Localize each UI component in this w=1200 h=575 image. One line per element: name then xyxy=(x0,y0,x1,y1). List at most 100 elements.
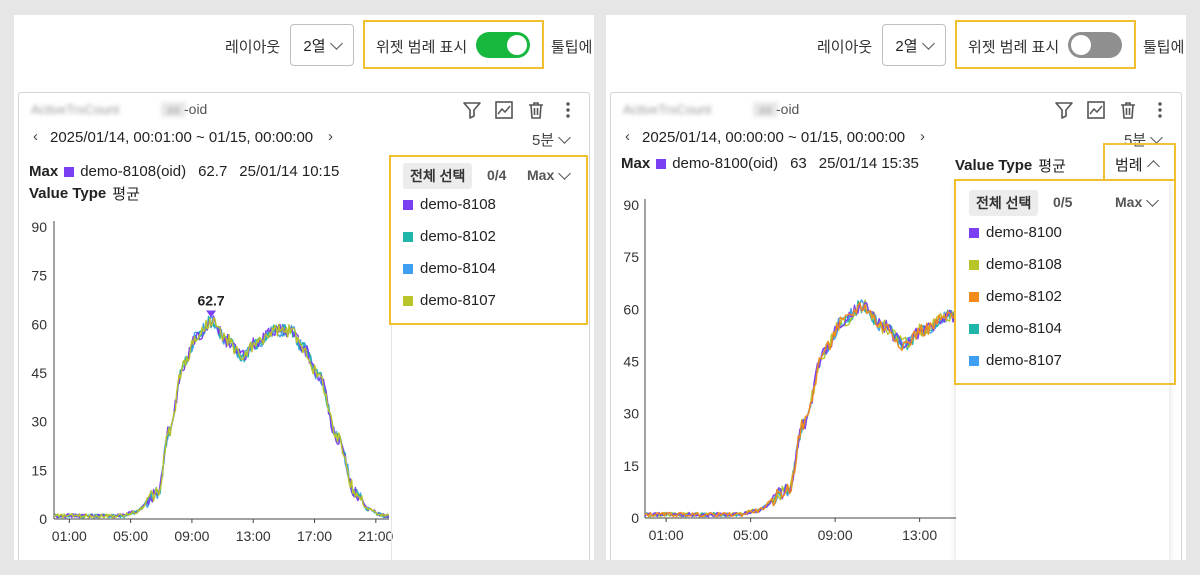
y-tick-label: 75 xyxy=(31,268,47,284)
legend-item-label: demo-8108 xyxy=(986,256,1062,273)
legend-item-demo-8100[interactable]: demo-8100 xyxy=(969,224,1062,241)
legend-button[interactable]: 범례 xyxy=(1115,154,1160,175)
y-tick-label: 30 xyxy=(623,406,639,422)
next-range-button[interactable]: › xyxy=(328,128,333,145)
chevron-down-icon xyxy=(329,36,343,50)
peak-label: 62.7 xyxy=(197,292,224,308)
next-range-button[interactable]: › xyxy=(920,128,925,145)
legend-item-demo-8102[interactable]: demo-8102 xyxy=(403,228,496,245)
chart-view-icon[interactable] xyxy=(493,99,515,121)
legend-item-demo-8102[interactable]: demo-8102 xyxy=(969,288,1062,305)
layout-select-value: 2열 xyxy=(895,37,918,55)
widget-title-oid-mask: xx xyxy=(753,102,778,117)
toolbar: 레이아웃 2열 위젯 범례 표시 툴팁에 xyxy=(14,15,594,77)
x-tick-label: 01:00 xyxy=(649,527,684,543)
select-all-button[interactable]: 전체 선택 xyxy=(969,190,1039,216)
legend-item-demo-8104[interactable]: demo-8104 xyxy=(403,260,496,277)
legend-item-demo-8107[interactable]: demo-8107 xyxy=(403,292,496,309)
more-vertical-icon[interactable] xyxy=(1149,99,1171,121)
layout-select[interactable]: 2열 xyxy=(882,24,946,66)
x-tick-label: 05:00 xyxy=(113,528,148,544)
toggle-knob xyxy=(507,35,527,55)
widget-card: ActiveTrxCount xx -oid ‹ 2025/01/14, 00:… xyxy=(610,92,1182,560)
chart-view-icon[interactable] xyxy=(1085,99,1107,121)
max-label: Max xyxy=(621,155,651,172)
series-color-swatch xyxy=(403,231,413,242)
series-color-swatch xyxy=(969,227,979,238)
series-color-swatch xyxy=(656,158,667,169)
line-chart[interactable]: 90 75 60 45 30 15 0 01:00 05:00 09:00 13:00 xyxy=(611,193,956,560)
y-tick-label: 75 xyxy=(623,249,639,265)
y-tick-label: 60 xyxy=(31,316,47,332)
layout-select[interactable]: 2열 xyxy=(290,24,354,66)
value-type: 평균 xyxy=(1038,158,1066,175)
prev-range-button[interactable]: ‹ xyxy=(33,128,38,145)
legend-item-label: demo-8107 xyxy=(986,352,1062,369)
legend-divider xyxy=(391,169,392,560)
select-all-button[interactable]: 전체 선택 xyxy=(403,163,473,189)
more-vertical-icon[interactable] xyxy=(557,99,579,121)
series-color-swatch xyxy=(969,355,979,366)
chevron-up-icon xyxy=(1146,160,1160,173)
legend-toggle-switch[interactable] xyxy=(476,32,530,58)
legend-toggle-label: 위젯 범례 표시 xyxy=(376,39,468,56)
max-info: Max demo-8100(oid) 63 25/01/14 15:35 xyxy=(621,155,919,172)
legend-sort-select[interactable]: Max xyxy=(527,166,572,183)
series-color-swatch xyxy=(64,166,75,177)
legend-item-demo-8104[interactable]: demo-8104 xyxy=(969,320,1062,337)
x-tick-label: 13:00 xyxy=(236,528,271,544)
widget-card: ActiveTrxCount xx -oid ‹ 2025/01/14, 00:… xyxy=(18,92,590,560)
legend-toggle-switch[interactable] xyxy=(1068,32,1122,58)
y-tick-label: 90 xyxy=(623,197,639,213)
y-tick-label: 45 xyxy=(623,354,639,370)
legend-item-demo-8108[interactable]: demo-8108 xyxy=(969,256,1062,273)
legend-item-label: demo-8108 xyxy=(420,196,496,213)
legend-item-label: demo-8100 xyxy=(986,224,1062,241)
time-range: 2025/01/14, 00:01:00 ~ 01/15, 00:00:00 xyxy=(50,129,314,146)
legend-item-demo-8108[interactable]: demo-8108 xyxy=(403,196,496,213)
dashboard-panel-right: 레이아웃 2열 위젯 범례 표시 툴팁에 ActiveTrxCount xx -… xyxy=(606,15,1186,560)
legend-dropdown xyxy=(956,181,1169,560)
chevron-down-icon xyxy=(1150,131,1164,144)
x-tick-label: 09:00 xyxy=(174,528,209,544)
y-tick-label: 15 xyxy=(31,462,47,478)
series-line xyxy=(645,300,956,518)
x-tick-label: 21:00 xyxy=(358,528,393,544)
legend-toggle-highlight xyxy=(363,20,544,69)
filter-icon[interactable] xyxy=(461,99,483,121)
line-chart[interactable]: 90 75 60 45 30 15 0 01:00 05:00 09:00 13:00 17:00 21… xyxy=(19,211,409,560)
value-type-label: Value Type xyxy=(955,157,1033,174)
value-type-label: Value Type xyxy=(29,185,107,202)
series-line xyxy=(54,314,389,519)
legend-highlight xyxy=(389,155,588,325)
series-color-swatch xyxy=(403,199,413,210)
legend-button-label: 범례 xyxy=(1115,157,1143,174)
chevron-down-icon xyxy=(558,166,572,180)
y-tick-label: 0 xyxy=(631,510,639,526)
legend-panel: 전체 선택 0/4 Max demo-8108 demo-8102 demo-810… xyxy=(391,157,586,323)
y-tick-label: 45 xyxy=(31,365,47,381)
legend-item-label: demo-8104 xyxy=(420,260,496,277)
legend-item-label: demo-8107 xyxy=(420,292,496,309)
x-tick-label: 13:00 xyxy=(902,527,937,543)
max-info: Max demo-8108(oid) 62.7 25/01/14 10:15 xyxy=(29,163,339,180)
max-time: 25/01/14 15:35 xyxy=(818,155,919,172)
trash-icon[interactable] xyxy=(525,99,547,121)
peak-marker xyxy=(206,310,217,318)
filter-icon[interactable] xyxy=(1053,99,1075,121)
x-tick-label: 01:00 xyxy=(52,528,87,544)
interval-select[interactable]: 5분 xyxy=(532,129,572,150)
x-tick-label: 17:00 xyxy=(297,528,332,544)
value-type: 평균 xyxy=(112,186,140,203)
tooltip-label: 툴팁에 xyxy=(551,39,593,56)
series-line xyxy=(645,301,956,518)
toggle-knob xyxy=(1071,35,1091,55)
trash-icon[interactable] xyxy=(1117,99,1139,121)
widget-title: ActiveTrxCount xyxy=(31,102,120,117)
legend-item-demo-8107[interactable]: demo-8107 xyxy=(969,352,1062,369)
layout-label: 레이아웃 xyxy=(817,39,873,56)
prev-range-button[interactable]: ‹ xyxy=(625,128,630,145)
legend-selected-count: 0/4 xyxy=(487,167,507,183)
legend-sort-select[interactable]: Max xyxy=(1115,193,1160,210)
widget-title: ActiveTrxCount xyxy=(623,102,712,117)
